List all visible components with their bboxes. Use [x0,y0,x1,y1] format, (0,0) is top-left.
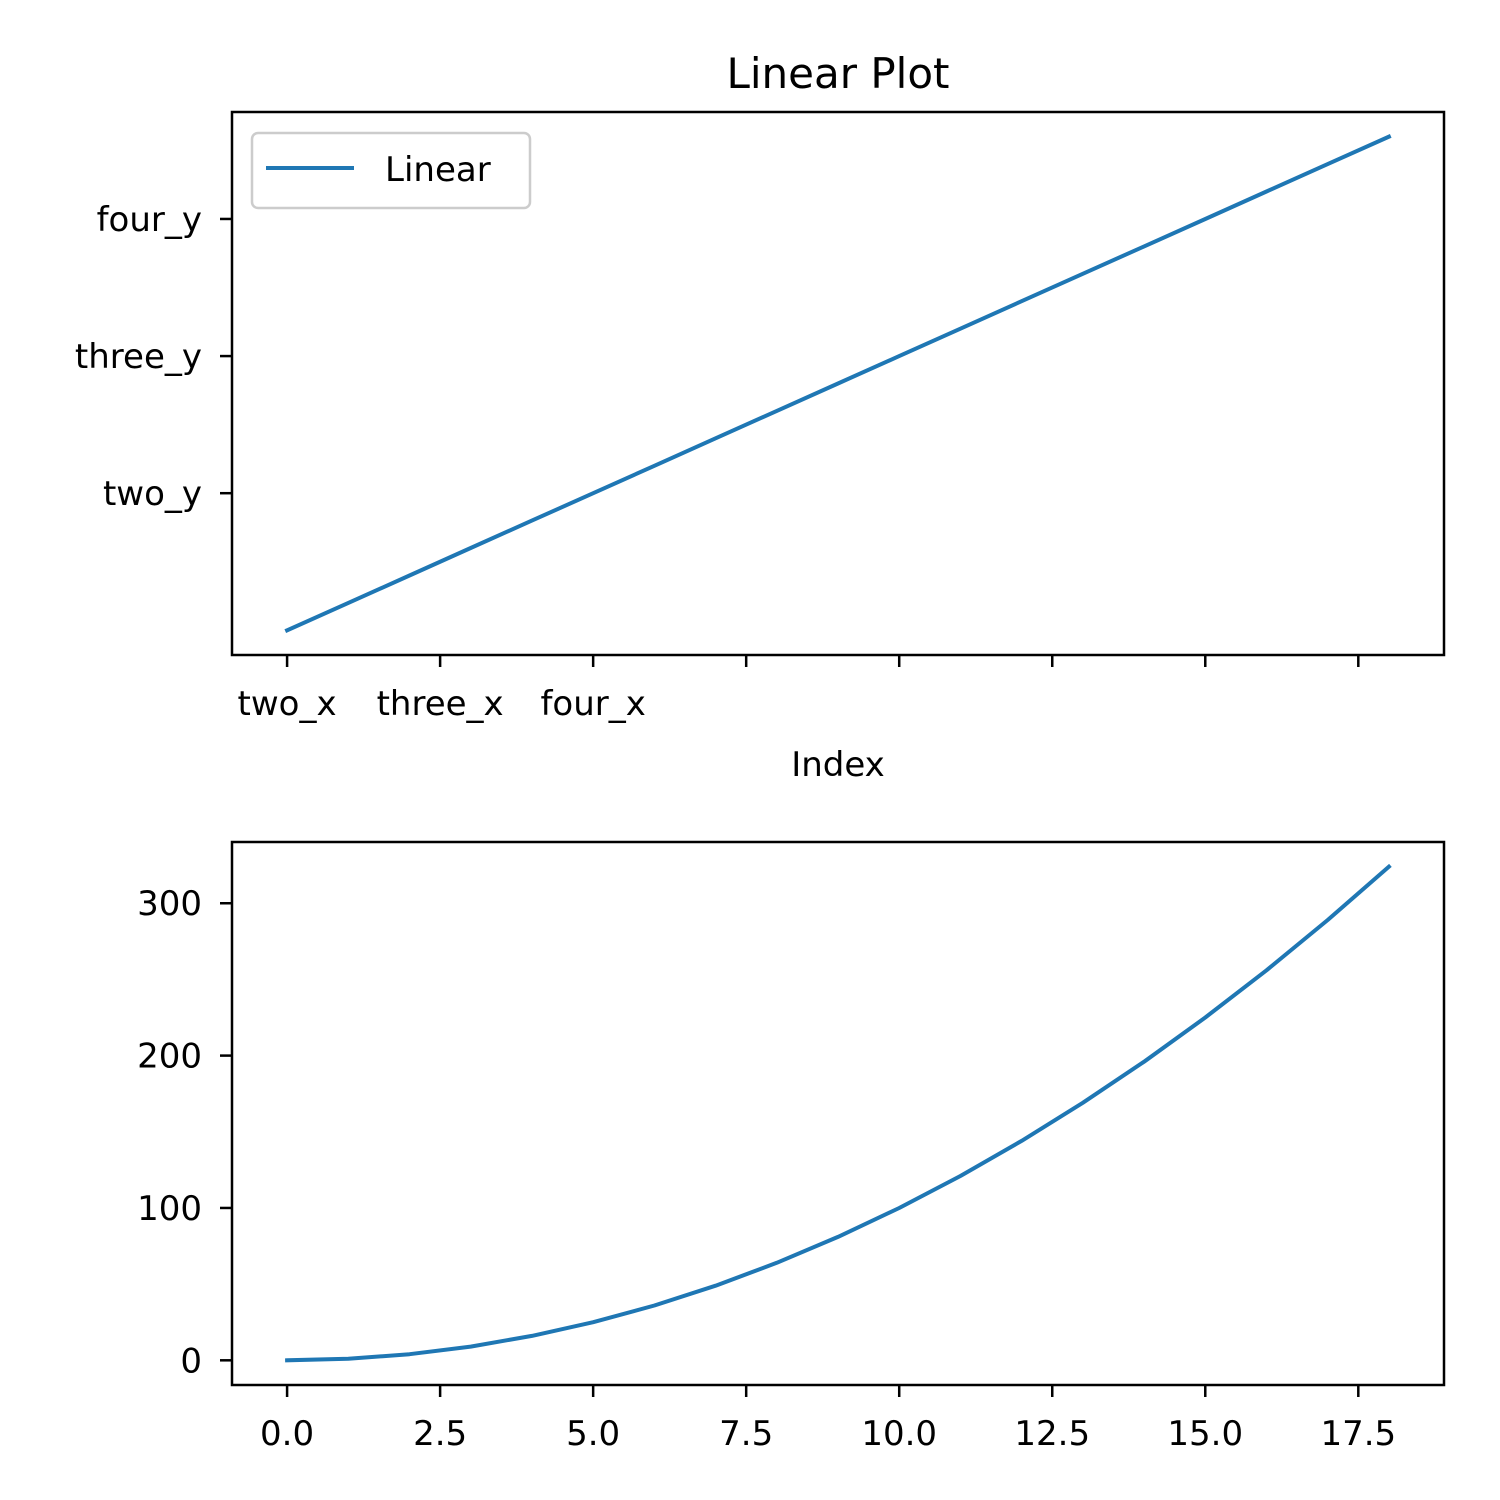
y-tick-label: two_y [103,474,202,514]
x-tick-label: 7.5 [719,1414,773,1454]
plot-area [284,134,1392,633]
series-line-0 [285,863,1392,1363]
x-tick-label: 17.5 [1320,1414,1396,1454]
subplot-linear: Linear Plot two_x three_x four_x two_y three… [75,49,1446,785]
y-tick-label: three_y [75,337,202,377]
x-tick-label: 15.0 [1167,1414,1243,1454]
series-line-0 [284,134,1392,633]
chart-title: Linear Plot [726,49,949,98]
axes-ticks: 0.0 2.5 5.0 7.5 10.0 12.5 15.0 17.5 0 100 200 300 [137,884,1396,1454]
x-tick-label: 12.5 [1014,1414,1090,1454]
plot-area [285,863,1392,1363]
axes-frame [230,110,1446,657]
legend-label-linear: Linear [385,150,491,190]
axes-frame [230,840,1446,1387]
x-axis-label: Index [791,745,885,785]
y-tick-label: 200 [137,1037,202,1077]
subplot-quadratic: 0.0 2.5 5.0 7.5 10.0 12.5 15.0 17.5 0 100 200 300 [137,840,1446,1454]
x-tick-label: 2.5 [413,1414,467,1454]
legend-box [250,131,532,210]
x-tick-label: 10.0 [861,1414,937,1454]
x-tick-label: 5.0 [566,1414,620,1454]
x-tick-label: four_x [540,684,645,724]
legend: Linear [250,131,532,210]
y-tick-label: 300 [137,884,202,924]
y-tick-label: 0 [180,1341,202,1381]
x-tick-label: three_x [377,684,504,724]
x-tick-label: two_x [238,684,337,724]
y-tick-label: 100 [137,1189,202,1229]
axes-ticks: two_x three_x four_x two_y three_y four_y [75,200,1360,724]
x-tick-label: 0.0 [260,1414,314,1454]
y-tick-label: four_y [97,200,202,240]
